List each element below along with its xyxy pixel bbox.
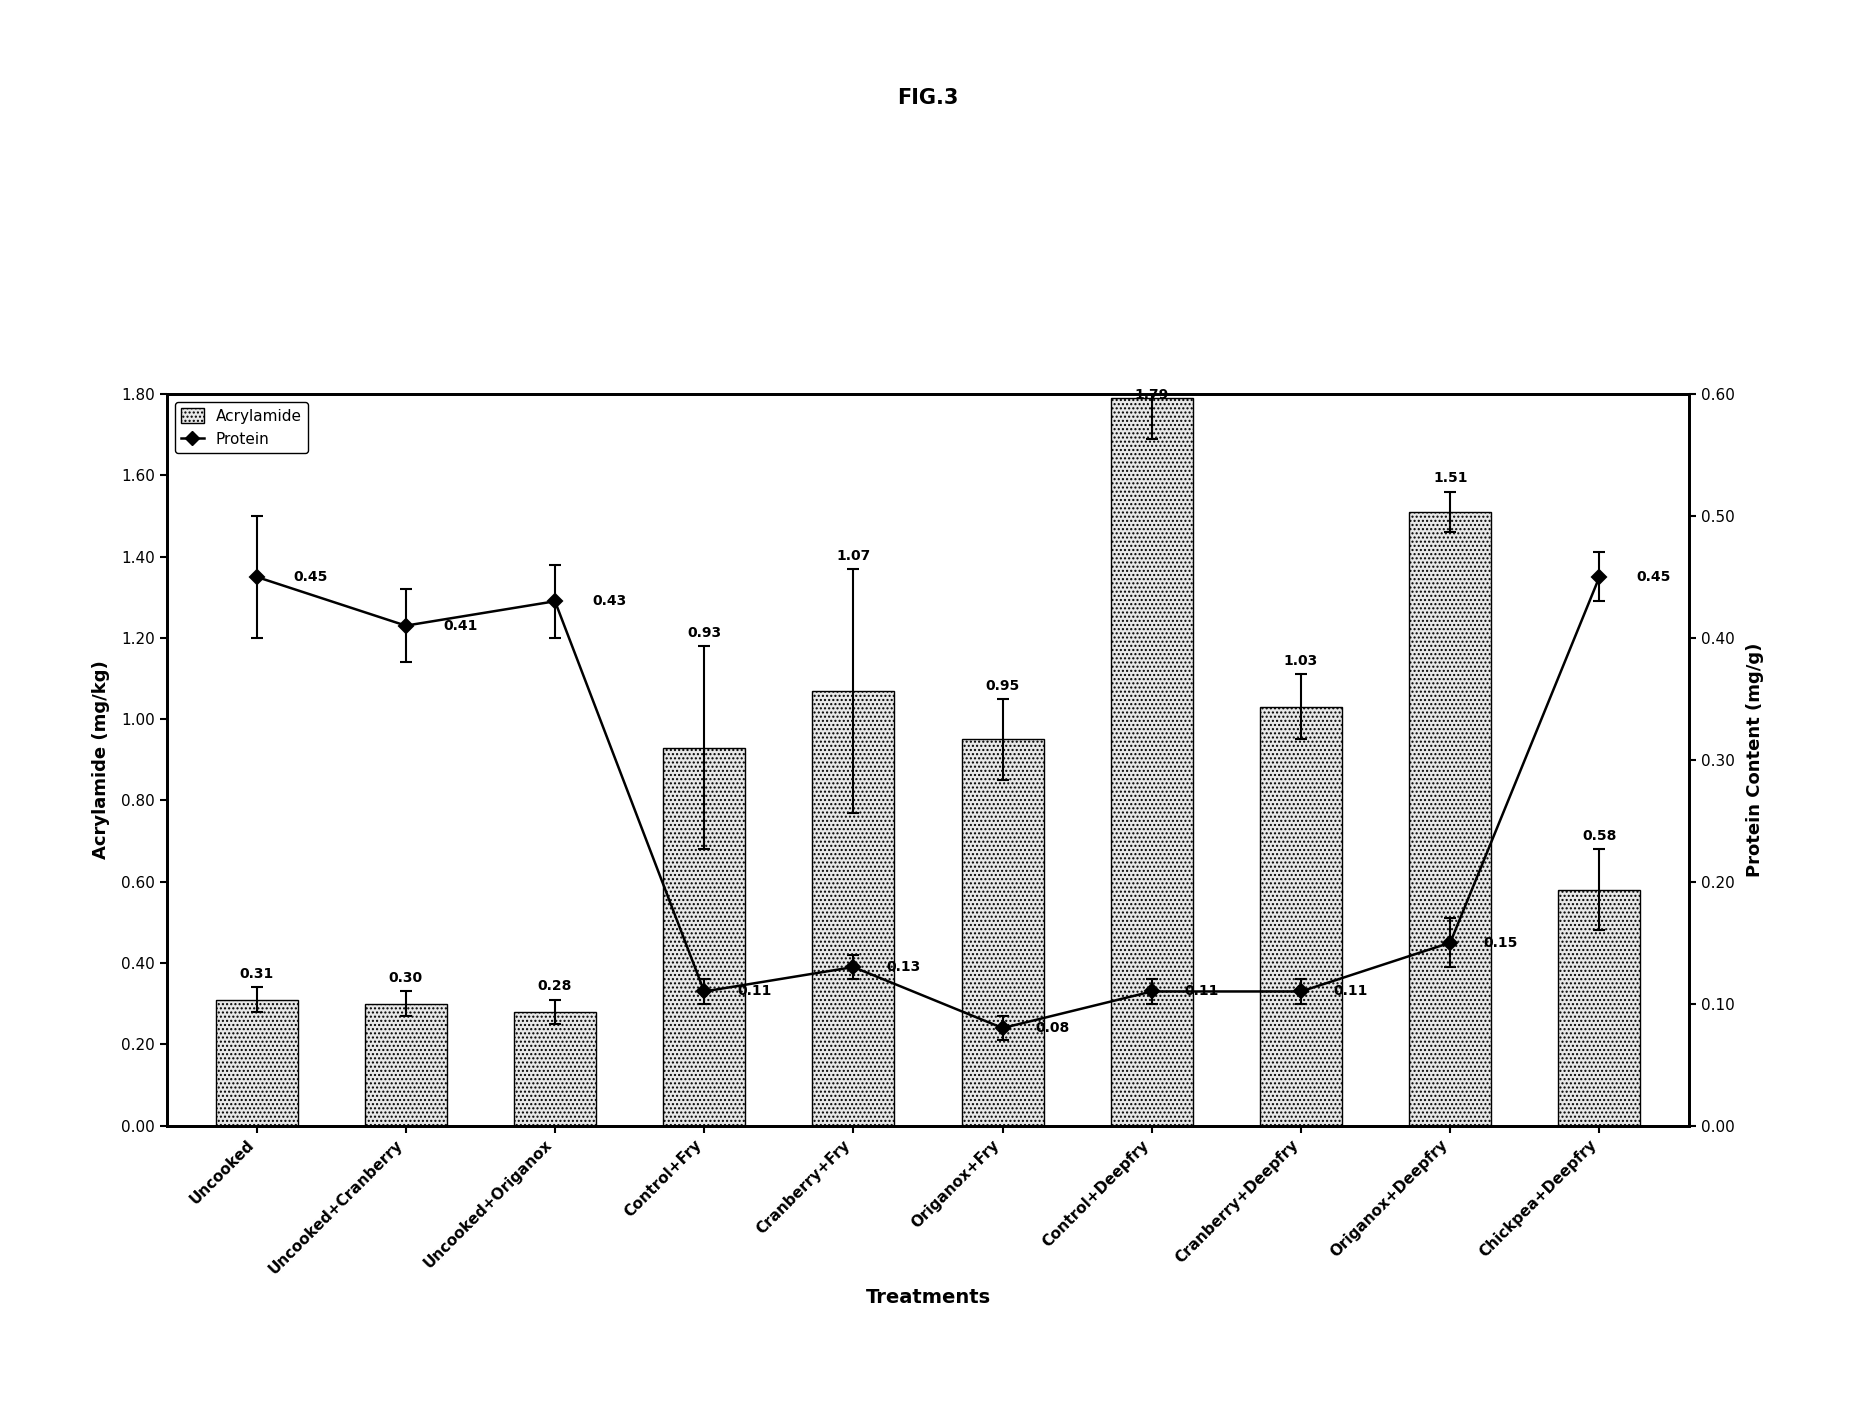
- Bar: [215, 999, 297, 1126]
- Text: 0.45: 0.45: [293, 570, 328, 584]
- Text: 0.58: 0.58: [1582, 829, 1616, 843]
- Bar: [514, 1012, 595, 1126]
- Y-axis label: Protein Content (mg/g): Protein Content (mg/g): [1746, 643, 1762, 877]
- Text: 0.93: 0.93: [686, 626, 722, 640]
- X-axis label: Treatments: Treatments: [864, 1289, 991, 1307]
- Text: 0.11: 0.11: [736, 985, 772, 999]
- Text: 0.11: 0.11: [1334, 985, 1367, 999]
- Text: 1.03: 1.03: [1284, 654, 1317, 668]
- Text: 0.11: 0.11: [1183, 985, 1219, 999]
- Text: 0.31: 0.31: [239, 967, 273, 981]
- Text: 1.51: 1.51: [1432, 471, 1467, 485]
- Text: 0.08: 0.08: [1035, 1021, 1068, 1036]
- Text: 0.15: 0.15: [1482, 936, 1517, 950]
- Bar: [1558, 889, 1640, 1126]
- Bar: [961, 740, 1043, 1126]
- Text: 0.95: 0.95: [985, 678, 1018, 692]
- Bar: [662, 747, 746, 1126]
- Text: 0.41: 0.41: [443, 619, 477, 633]
- Y-axis label: Acrylamide (mg/kg): Acrylamide (mg/kg): [93, 660, 109, 860]
- Text: 0.30: 0.30: [388, 971, 423, 985]
- Text: 1.07: 1.07: [837, 549, 870, 563]
- Legend: Acrylamide, Protein: Acrylamide, Protein: [174, 401, 308, 453]
- Text: 0.13: 0.13: [885, 960, 920, 974]
- Bar: [812, 691, 894, 1126]
- Bar: [1408, 512, 1490, 1126]
- Text: 1.79: 1.79: [1133, 388, 1169, 402]
- Bar: [1260, 706, 1341, 1126]
- Bar: [365, 1003, 447, 1126]
- Text: FIG.3: FIG.3: [896, 89, 959, 108]
- Text: 0.28: 0.28: [538, 979, 571, 993]
- Text: 0.45: 0.45: [1636, 570, 1670, 584]
- Bar: [1109, 398, 1193, 1126]
- Text: 0.43: 0.43: [592, 594, 627, 608]
